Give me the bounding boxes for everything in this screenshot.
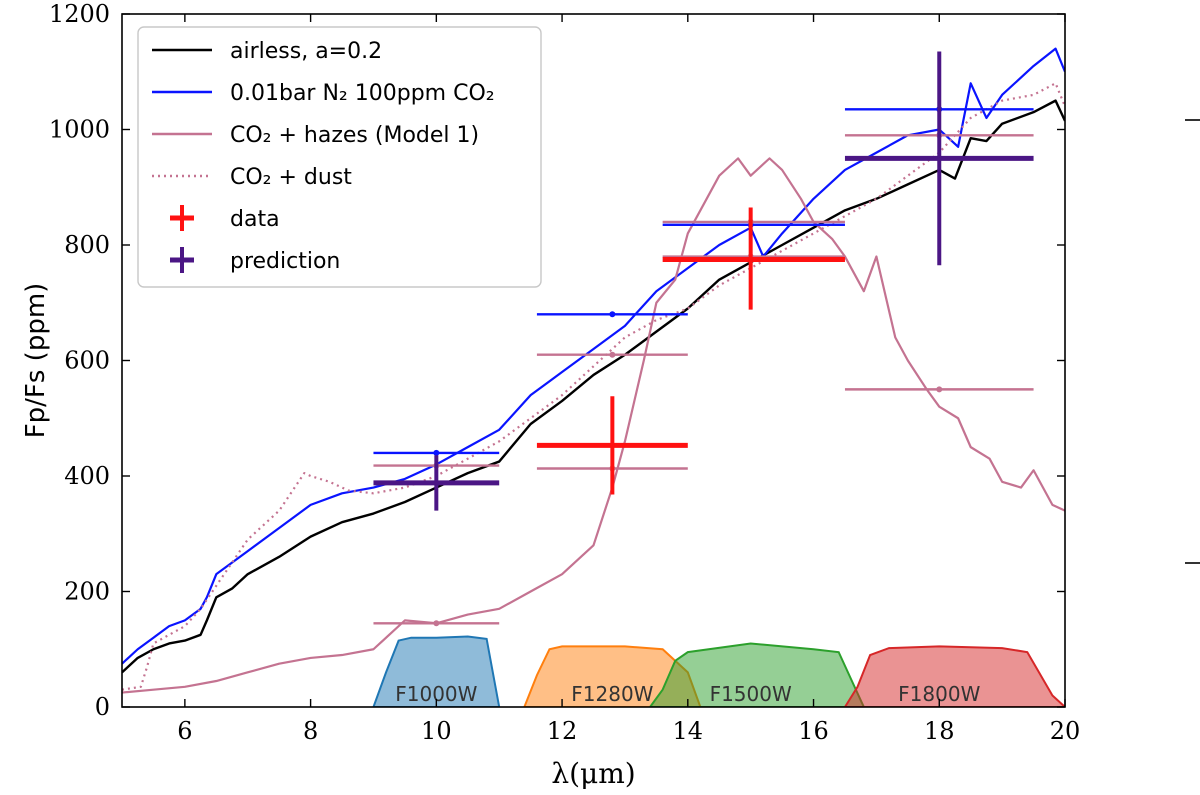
x-tick-label: 18 [924, 717, 955, 745]
axes: 0 200 400 600 800 1000 1200 6 8 10 12 14 16 18 20 [49, 0, 1080, 745]
x-tick-label: 14 [673, 717, 704, 745]
legend-label-n2co2: 0.01bar N₂ 100ppm CO₂ [230, 81, 495, 106]
filter-band-f1800w [843, 645, 1065, 707]
series-line-hazes [122, 157, 1065, 694]
x-axis-title: λ(μm) [551, 757, 635, 790]
model-series [122, 47, 1065, 694]
legend-label-dust: CO₂ + dust [230, 165, 352, 190]
band-average-marker [609, 311, 616, 318]
filter-band-f1000w [372, 635, 501, 707]
x-tick-label: 12 [547, 717, 578, 745]
y-tick-label: 1000 [49, 116, 110, 144]
legend-label-data: data [230, 207, 280, 232]
y-tick-label: 600 [64, 347, 110, 375]
band-average-marker [936, 386, 943, 393]
x-tick-label: 8 [303, 717, 318, 745]
legend-label-airless: airless, a=0.2 [230, 39, 382, 64]
x-tick-label: 6 [177, 717, 192, 745]
y-tick-label: 400 [64, 462, 110, 490]
band-average-marker [609, 351, 616, 358]
y-tick-label: 0 [95, 693, 110, 721]
series-line-airless [122, 99, 1065, 674]
filter-label-f1280w: F1280W [571, 682, 653, 706]
legend-label-prediction: prediction [230, 249, 340, 274]
series-line-n2co2 [122, 47, 1065, 665]
legend-label-hazes: CO₂ + hazes (Model 1) [230, 123, 479, 148]
y-tick-label: 1200 [49, 0, 110, 28]
filter-label-f1500w: F1500W [710, 682, 792, 706]
y-tick-label: 200 [64, 578, 110, 606]
band-average-marker [433, 449, 440, 456]
x-tick-label: 16 [798, 717, 829, 745]
x-tick-label: 20 [1050, 717, 1081, 745]
y-tick-label: 800 [64, 231, 110, 259]
x-tick-label: 10 [421, 717, 452, 745]
series-line-dust [122, 82, 1065, 691]
y-axis-title: Fp/Fs (ppm) [21, 283, 51, 439]
error-bars [373, 51, 1034, 511]
filter-bands: F1000W F1280W F1500W F1800W [372, 635, 1065, 707]
legend: airless, a=0.2 0.01bar N₂ 100ppm CO₂ CO₂ +… [137, 26, 542, 288]
band-average-marker [433, 620, 440, 627]
legend-box [137, 26, 542, 288]
